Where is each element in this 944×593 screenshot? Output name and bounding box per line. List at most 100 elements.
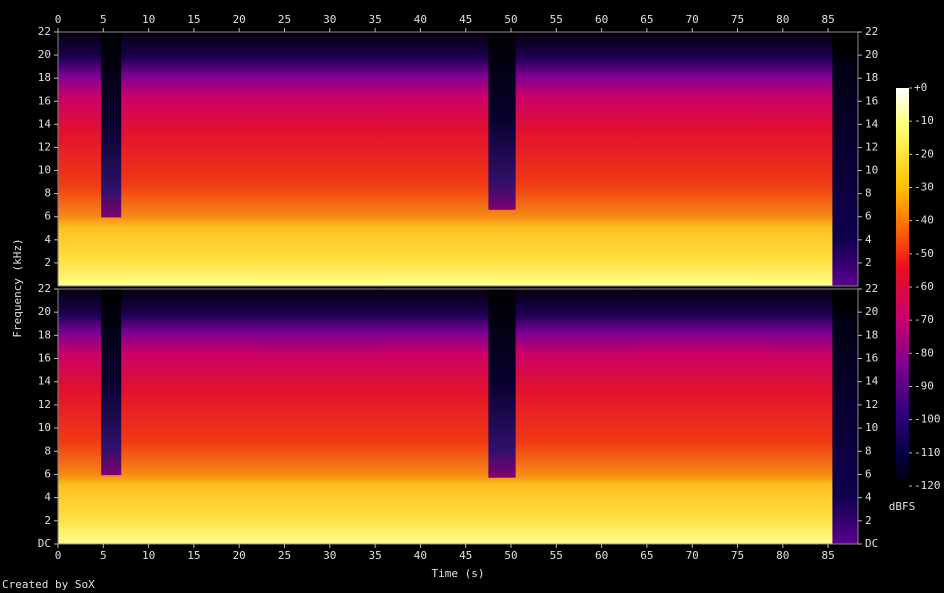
colorbar-label: dBFS: [889, 500, 916, 513]
y-tick-label: DC: [38, 537, 51, 550]
x-tick-label: 35: [368, 549, 381, 562]
x-tick-label: 85: [821, 549, 834, 562]
x-tick-label: 0: [55, 549, 62, 562]
y-tick-label: 14: [865, 117, 879, 130]
colorbar-tick-label: -20: [914, 147, 934, 160]
x-tick-label: 85: [821, 13, 834, 26]
x-tick-label: 55: [550, 13, 563, 26]
colorbar-tick-label: -90: [914, 380, 934, 393]
x-tick-label: 20: [233, 13, 246, 26]
colorbar-tick-label: -60: [914, 280, 934, 293]
quiet-section: [832, 289, 858, 315]
y-tick-label: 20: [38, 305, 51, 318]
quiet-section: [832, 32, 858, 58]
x-tick-label: 40: [414, 13, 427, 26]
quiet-section: [101, 32, 122, 218]
x-tick-label: 25: [278, 549, 291, 562]
x-tick-label: 50: [504, 549, 517, 562]
y-tick-label: 6: [865, 467, 872, 480]
y-tick-label: 16: [865, 94, 878, 107]
y-tick-label: 8: [865, 187, 872, 200]
x-tick-label: 10: [142, 549, 155, 562]
y-tick-label: 4: [44, 233, 51, 246]
y-tick-label: 12: [865, 398, 878, 411]
y-tick-label: 2: [44, 514, 51, 527]
x-tick-label: 30: [323, 13, 336, 26]
y-tick-label: 14: [38, 117, 52, 130]
colorbar-tick-label: -80: [914, 346, 934, 359]
x-tick-label: 15: [187, 13, 200, 26]
y-tick-label: 12: [38, 398, 51, 411]
y-tick-label: 4: [865, 233, 872, 246]
y-tick-label: 10: [865, 164, 878, 177]
y-tick-label: 22: [38, 25, 51, 38]
quiet-section: [832, 57, 858, 287]
colorbar-tick-label: -10: [914, 114, 934, 127]
y-axis-label: Frequency (kHz): [11, 238, 24, 337]
y-tick-label: 12: [865, 140, 878, 153]
y-tick-label: DC: [865, 537, 878, 550]
footer: Created by SoX: [2, 578, 95, 591]
colorbar-tick-label: -30: [914, 181, 934, 194]
y-tick-label: 4: [865, 491, 872, 504]
x-tick-label: 80: [776, 13, 789, 26]
x-tick-label: 10: [142, 13, 155, 26]
y-tick-label: 20: [38, 48, 51, 61]
y-tick-label: 16: [38, 352, 51, 365]
x-tick-label: 0: [55, 13, 62, 26]
quiet-section: [488, 32, 516, 210]
quiet-section: [101, 289, 122, 476]
colorbar-tick-label: -100: [914, 413, 941, 426]
x-tick-label: 70: [686, 549, 699, 562]
y-tick-label: 18: [38, 71, 51, 84]
y-tick-label: 16: [38, 94, 51, 107]
y-tick-label: 22: [865, 282, 878, 295]
y-tick-label: 22: [865, 25, 878, 38]
x-tick-label: 65: [640, 549, 653, 562]
y-tick-label: 2: [865, 256, 872, 269]
x-tick-label: 35: [368, 13, 381, 26]
y-tick-label: 14: [865, 375, 879, 388]
colorbar-tick-label: -50: [914, 247, 934, 260]
y-tick-label: 22: [38, 282, 51, 295]
y-tick-label: 6: [865, 210, 872, 223]
x-tick-label: 5: [100, 549, 107, 562]
y-tick-label: 8: [44, 444, 51, 457]
x-tick-label: 40: [414, 549, 427, 562]
y-tick-label: 18: [865, 328, 878, 341]
spectrogram: [58, 32, 858, 286]
colorbar-tick-label: -70: [914, 313, 934, 326]
y-tick-label: 6: [44, 467, 51, 480]
x-tick-label: 45: [459, 549, 472, 562]
y-tick-label: 8: [865, 444, 872, 457]
x-tick-label: 15: [187, 549, 200, 562]
x-tick-label: 60: [595, 549, 608, 562]
colorbar-tick-label: -40: [914, 214, 934, 227]
y-tick-label: 10: [38, 164, 51, 177]
x-tick-label: 25: [278, 13, 291, 26]
y-tick-label: 10: [865, 421, 878, 434]
x-tick-label: 75: [731, 549, 744, 562]
y-tick-label: 12: [38, 140, 51, 153]
y-tick-label: 14: [38, 375, 52, 388]
y-tick-label: 16: [865, 352, 878, 365]
x-tick-label: 20: [233, 549, 246, 562]
colorbar: [896, 88, 909, 486]
y-tick-label: 20: [865, 305, 878, 318]
y-tick-label: 2: [865, 514, 872, 527]
y-tick-label: 2: [44, 256, 51, 269]
colorbar-tick-label: -120: [914, 479, 941, 492]
x-tick-label: 65: [640, 13, 653, 26]
panel-frame: [57, 31, 859, 287]
quiet-section: [488, 289, 516, 478]
y-tick-label: 6: [44, 210, 51, 223]
x-tick-label: 30: [323, 549, 336, 562]
y-tick-label: 8: [44, 187, 51, 200]
spectrogram-panels: [57, 31, 859, 545]
x-tick-label: 50: [504, 13, 517, 26]
x-tick-label: 75: [731, 13, 744, 26]
colorbar-tick-label: +0: [914, 81, 927, 94]
x-tick-label: 5: [100, 13, 107, 26]
x-tick-label: 45: [459, 13, 472, 26]
